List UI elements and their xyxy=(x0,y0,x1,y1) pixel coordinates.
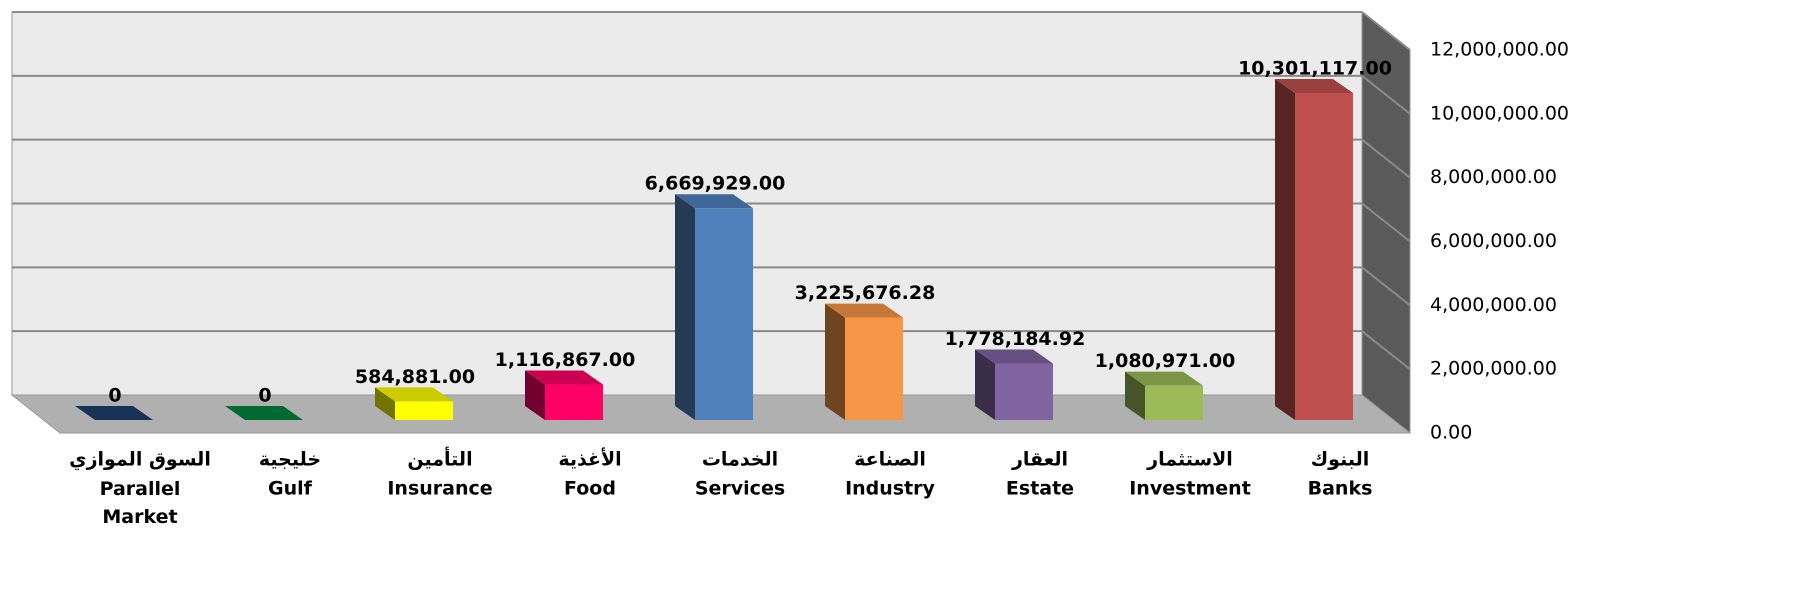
bar xyxy=(995,363,1053,420)
bar-top xyxy=(225,406,303,420)
x-tick-label-en: Food xyxy=(564,478,616,500)
y-tick-label: 10,000,000.00 xyxy=(1430,102,1569,124)
x-tick-label-en: Estate xyxy=(1006,478,1074,500)
x-tick-label-ar: الخدمات xyxy=(702,449,778,471)
x-tick-label-en: Gulf xyxy=(268,478,313,500)
bar xyxy=(1145,385,1203,420)
bar-side xyxy=(975,349,995,420)
bar-top xyxy=(675,194,753,209)
value-label: 1,778,184.92 xyxy=(945,328,1086,350)
bar-top xyxy=(525,370,603,385)
x-tick-label-en: Parallel Market xyxy=(100,478,181,528)
bar-side xyxy=(1275,78,1295,420)
x-tick-label-en: Banks xyxy=(1308,478,1373,500)
y-tick-label: 2,000,000.00 xyxy=(1430,358,1557,380)
x-tick-label-ar: الاستثمار xyxy=(1146,449,1233,471)
x-tick-label-ar: خليجية xyxy=(259,449,321,471)
value-label: 1,080,971.00 xyxy=(1095,350,1236,372)
x-tick-label-ar: الأغذية xyxy=(558,448,621,471)
value-label: 1,116,867.00 xyxy=(495,349,636,371)
value-label: 3,225,676.28 xyxy=(795,282,936,304)
bar-top xyxy=(825,303,903,318)
value-label: 0 xyxy=(108,385,121,407)
x-tick-label-en: Industry xyxy=(845,478,935,500)
bar-top xyxy=(375,387,453,402)
bar xyxy=(695,208,753,420)
x-tick-label-ar: البنوك xyxy=(1311,449,1369,471)
bar-top xyxy=(1275,78,1353,93)
bar-side xyxy=(825,303,845,420)
bar-top xyxy=(75,406,153,420)
bar xyxy=(395,401,453,420)
bar xyxy=(545,384,603,420)
x-tick-label-ar: السوق الموازي xyxy=(69,449,211,472)
y-tick-label: 4,000,000.00 xyxy=(1430,294,1557,316)
value-label: 10,301,117.00 xyxy=(1238,57,1392,79)
value-label: 6,669,929.00 xyxy=(645,173,786,195)
bar-side xyxy=(675,194,695,420)
bar xyxy=(1295,92,1353,420)
bar xyxy=(845,317,903,420)
grid-line xyxy=(1361,138,1411,179)
y-tick-label: 8,000,000.00 xyxy=(1430,166,1557,188)
x-tick-label-ar: الصناعة xyxy=(854,449,926,471)
value-label: 0 xyxy=(258,385,271,407)
x-tick-label-ar: التأمين xyxy=(407,447,472,471)
x-tick-label-en: Services xyxy=(695,478,785,500)
y-tick-label: 12,000,000.00 xyxy=(1430,39,1569,61)
bar-top xyxy=(975,349,1053,364)
x-tick-label-en: Insurance xyxy=(387,478,492,500)
y-tick-label: 6,000,000.00 xyxy=(1430,230,1557,252)
x-tick-label-en: Investment xyxy=(1129,478,1251,500)
grid-line xyxy=(1361,266,1411,307)
bar-side xyxy=(375,387,395,420)
y-tick-label: 0.00 xyxy=(1430,422,1472,444)
grid-line xyxy=(1361,75,1411,115)
grid-line xyxy=(1361,202,1411,243)
bar-side xyxy=(1125,371,1145,420)
grid-line xyxy=(1361,330,1411,370)
x-tick-label-ar: العقار xyxy=(1011,449,1068,471)
bar-top xyxy=(1125,371,1203,386)
value-label: 584,881.00 xyxy=(355,366,475,388)
bar-side xyxy=(525,370,545,420)
grid-line xyxy=(1361,11,1411,51)
